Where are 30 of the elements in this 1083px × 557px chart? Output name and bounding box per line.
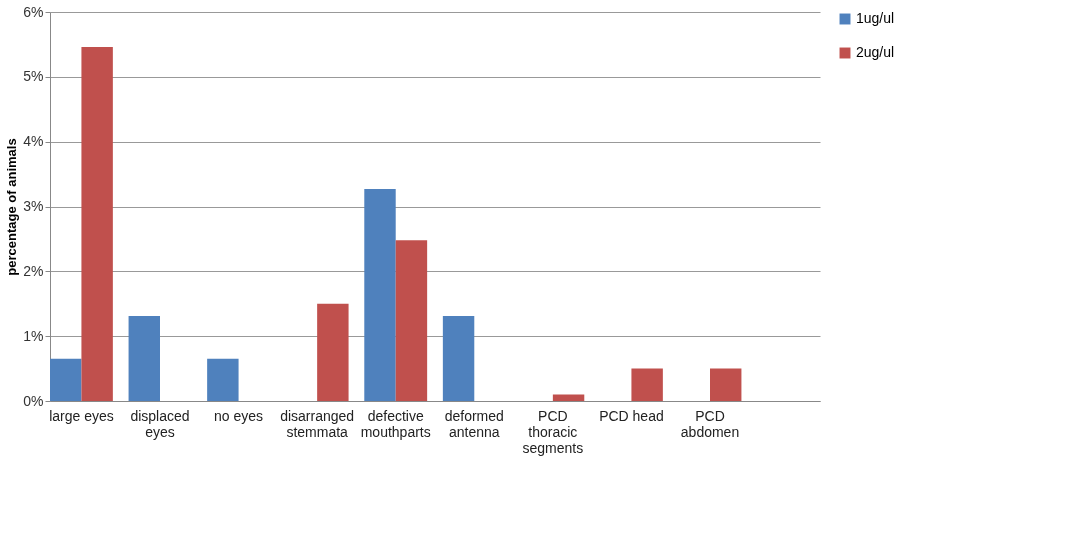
bar [631,368,663,401]
bar [81,47,113,401]
x-tick-label: PCD head [599,407,664,424]
x-tick-label: large eyes [49,407,114,424]
legend-label: 2ug/ul [856,44,895,60]
y-tick-label: 3% [23,198,44,214]
y-axis-title: percentage of animals [4,138,20,276]
y-tick-label: 1% [23,327,44,344]
bar [317,303,349,401]
legend-label: 1ug/ul [856,10,895,26]
x-tick-label: disarranged stemmata [280,407,355,440]
y-tick-label: 2% [23,262,44,279]
x-tick-label: defective mouthparts [360,407,431,440]
x-tick-label: PCD thoracic segments [522,407,584,456]
x-tick-label: displaced eyes [130,407,190,440]
bar [710,368,742,401]
bar [364,188,396,401]
y-tick-label: 5% [23,68,44,85]
x-tick-label: no eyes [214,407,264,424]
y-tick-label: 4% [23,133,44,150]
bar [50,358,82,401]
bar [128,316,160,401]
bar [395,240,428,401]
x-tick-label: PCD abdomen [680,407,740,440]
y-tick-label: 6% [23,3,44,20]
bar [207,358,239,401]
y-tick-label: 0% [23,392,44,409]
bar [442,316,475,401]
bar [552,394,585,401]
x-tick-label: deformed antenna [444,407,504,440]
